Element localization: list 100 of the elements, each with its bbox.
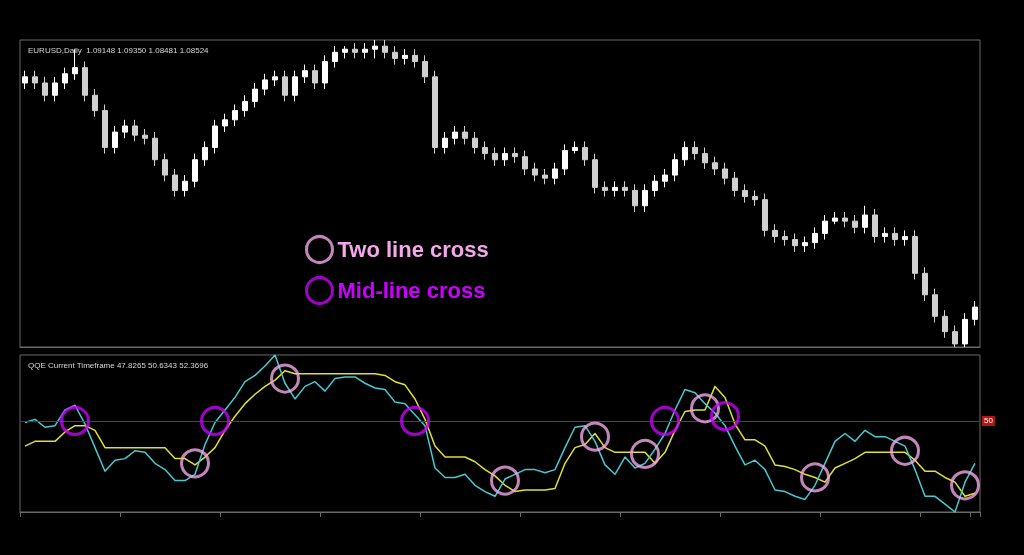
candlestick — [262, 73, 268, 96]
candlestick — [752, 189, 758, 207]
candlestick — [582, 140, 588, 167]
point — [490, 465, 520, 496]
candlestick — [932, 288, 938, 323]
candlestick — [112, 125, 118, 155]
candlestick — [82, 60, 88, 102]
candlestick — [802, 235, 808, 253]
candlestick — [282, 70, 288, 102]
candlestick — [852, 214, 858, 234]
candlestick — [232, 103, 238, 127]
candlestick — [302, 64, 308, 84]
legend-label: Two line cross — [337, 237, 489, 262]
candlestick — [742, 183, 748, 204]
candlestick — [732, 171, 738, 198]
candlestick — [842, 211, 848, 228]
candlestick — [922, 266, 928, 302]
candlestick — [652, 174, 658, 198]
point — [580, 421, 610, 452]
candlestick — [122, 119, 128, 139]
candlestick — [502, 146, 508, 167]
candlestick — [612, 180, 618, 198]
candlestick — [622, 180, 628, 198]
candlestick — [62, 67, 68, 90]
candlestick — [542, 168, 548, 185]
candlestick — [272, 70, 278, 87]
candlestick — [952, 325, 958, 348]
candlestick — [322, 54, 328, 90]
candlestick — [372, 39, 378, 59]
candlestick — [472, 131, 478, 155]
candlestick — [492, 146, 498, 167]
candlestick — [902, 229, 908, 247]
candlestick — [552, 162, 558, 185]
candlestick — [182, 174, 188, 198]
candlestick — [642, 183, 648, 213]
candlestick — [412, 48, 418, 69]
candlestick — [22, 70, 28, 90]
candlestick — [332, 45, 338, 69]
candlestick — [32, 70, 38, 90]
candlestick — [482, 140, 488, 161]
candlestick — [92, 88, 98, 118]
candlestick — [662, 168, 668, 188]
candlestick — [632, 183, 638, 213]
candlestick — [392, 45, 398, 66]
candlestick — [312, 64, 318, 90]
candlestick — [822, 214, 828, 241]
candlestick — [292, 70, 298, 102]
candlestick — [422, 54, 428, 84]
candlestick — [772, 223, 778, 244]
candlestick — [862, 205, 868, 234]
candlestick — [432, 70, 438, 155]
candlestick — [252, 82, 258, 109]
point — [950, 470, 980, 501]
candlestick — [382, 39, 388, 59]
candlestick — [42, 76, 48, 102]
point — [890, 435, 920, 466]
text: EURUSD,Daily 1.09148 1.09350 1.08481 1.08524 — [28, 45, 210, 55]
candlestick — [812, 226, 818, 250]
candlestick — [512, 146, 518, 164]
point — [650, 405, 680, 436]
point — [630, 438, 660, 469]
candlestick — [882, 226, 888, 244]
candlestick — [892, 226, 898, 247]
candlestick — [522, 150, 528, 176]
candlestick — [912, 229, 918, 280]
candlestick — [602, 180, 608, 198]
candlestick — [972, 300, 978, 327]
candlestick — [52, 76, 58, 102]
candlestick — [352, 42, 358, 59]
text: 50 — [984, 416, 994, 426]
candlestick — [702, 146, 708, 170]
candlestick — [222, 113, 228, 133]
candlestick — [162, 153, 168, 182]
candlestick — [212, 119, 218, 155]
candlestick — [672, 153, 678, 182]
candlestick — [362, 42, 368, 59]
candlestick — [872, 208, 878, 244]
point — [800, 462, 830, 493]
legend-label: Mid-line cross — [337, 278, 486, 303]
point — [270, 363, 300, 394]
point — [400, 405, 430, 436]
candlestick — [532, 162, 538, 182]
text: QQE Current Timeframe 47.8265 50.6343 52.3696 — [28, 360, 209, 370]
candlestick — [562, 143, 568, 176]
candlestick — [572, 140, 578, 155]
point — [200, 405, 230, 436]
candlestick — [792, 232, 798, 253]
candlestick — [722, 162, 728, 185]
candlestick — [712, 156, 718, 176]
candlestick — [132, 119, 138, 142]
candlestick — [442, 131, 448, 155]
candlestick — [402, 48, 408, 66]
candlestick — [592, 153, 598, 194]
candlestick — [192, 153, 198, 188]
candlestick — [782, 229, 788, 247]
point — [180, 448, 210, 479]
point — [60, 405, 90, 436]
candlestick — [462, 125, 468, 145]
candlestick — [452, 125, 458, 145]
candlestick — [682, 140, 688, 167]
